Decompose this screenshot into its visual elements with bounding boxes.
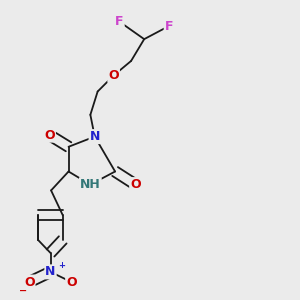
Text: F: F bbox=[165, 20, 173, 33]
Text: O: O bbox=[44, 129, 55, 142]
Text: −: − bbox=[20, 286, 28, 296]
Text: N: N bbox=[89, 130, 100, 143]
Text: O: O bbox=[24, 276, 34, 289]
Text: O: O bbox=[130, 178, 141, 191]
Text: F: F bbox=[115, 15, 124, 28]
Text: O: O bbox=[66, 276, 77, 289]
Text: NH: NH bbox=[80, 178, 101, 191]
Text: N: N bbox=[45, 266, 56, 278]
Text: +: + bbox=[58, 261, 65, 270]
Text: O: O bbox=[108, 69, 119, 82]
